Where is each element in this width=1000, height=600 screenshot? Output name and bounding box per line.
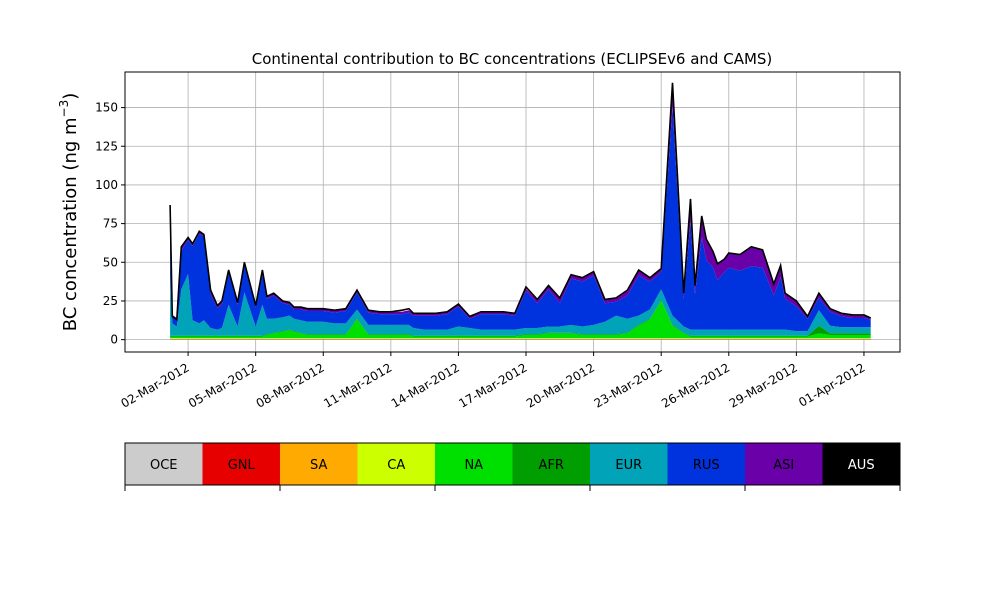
- legend-label-eur: EUR: [615, 458, 642, 473]
- legend-swatch-na: [435, 443, 513, 485]
- legend-label-asi: ASI: [773, 458, 794, 473]
- y-axis-label-close: ): [60, 93, 81, 100]
- x-tick-label: 23-Mar-2012: [592, 360, 665, 410]
- legend-label-ca: CA: [387, 458, 405, 473]
- y-axis-label-main: BC concentration (ng m: [60, 117, 81, 331]
- legend-swatch-aus: [822, 443, 900, 485]
- x-tick-label: 11-Mar-2012: [321, 360, 394, 410]
- legend-label-rus: RUS: [693, 458, 720, 473]
- legend-swatch-afr: [512, 443, 590, 485]
- legend-label-gnl: GNL: [228, 458, 256, 473]
- x-tick-label: 29-Mar-2012: [727, 360, 800, 410]
- x-axis: 02-Mar-201205-Mar-201208-Mar-201211-Mar-…: [118, 352, 867, 411]
- y-tick-label: 125: [95, 139, 118, 153]
- legend-swatch-asi: [745, 443, 823, 485]
- legend-swatch-gnl: [202, 443, 280, 485]
- y-axis: 0 25 50 75 100 125 150: [95, 101, 125, 347]
- y-tick-label: 75: [103, 217, 118, 231]
- x-tick-label: 08-Mar-2012: [254, 360, 327, 410]
- y-tick-label: 100: [95, 178, 118, 192]
- legend-label-afr: AFR: [539, 458, 564, 473]
- x-tick-label: 14-Mar-2012: [389, 360, 462, 410]
- x-tick-label: 05-Mar-2012: [186, 360, 259, 410]
- legend-label-oce: OCE: [150, 458, 178, 473]
- area-eur: [170, 273, 871, 336]
- legend-colorbar: OCE GNL SA CA NA AFR EUR RUS ASI AUS: [124, 442, 901, 491]
- area-ca: [170, 338, 871, 339]
- x-tick-label: 17-Mar-2012: [456, 360, 529, 410]
- y-axis-label: BC concentration (ng m−3): [57, 93, 81, 332]
- y-tick-label: 25: [103, 294, 118, 308]
- legend-swatch-rus: [667, 443, 745, 485]
- x-tick-label: 20-Mar-2012: [524, 360, 597, 410]
- x-tick-label: 26-Mar-2012: [659, 360, 732, 410]
- plot-frame: [124, 71, 901, 353]
- legend-swatch-eur: [590, 443, 668, 485]
- x-tick-label: 02-Mar-2012: [118, 360, 191, 410]
- y-axis-label-superscript: −3: [57, 100, 71, 118]
- area-rus: [170, 106, 871, 332]
- legend-frame: [124, 442, 901, 486]
- y-tick-label: 50: [103, 255, 118, 269]
- x-tick-label: 01-Apr-2012: [796, 360, 867, 409]
- stacked-areas: [170, 83, 871, 340]
- legend-swatch-sa: [280, 443, 358, 485]
- y-tick-label: 150: [95, 101, 118, 115]
- y-tick-label: 0: [110, 333, 118, 347]
- total-line: [169, 82, 872, 321]
- legend-swatch-ca: [357, 443, 435, 485]
- legend-label-sa: SA: [310, 458, 327, 473]
- legend-label-na: NA: [464, 458, 483, 473]
- legend-swatch-oce: [125, 443, 203, 485]
- legend-label-aus: AUS: [848, 458, 875, 473]
- chart-title: Continental contribution to BC concentra…: [252, 50, 773, 68]
